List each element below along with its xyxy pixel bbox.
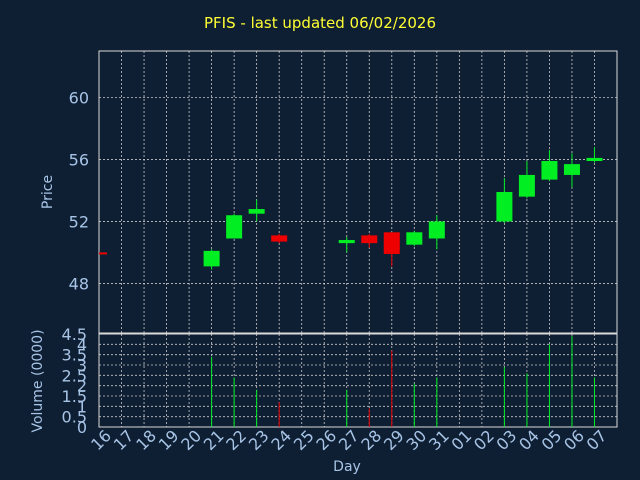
price-tick-label: 52 <box>69 212 89 231</box>
volume-tick-label: 4.5 <box>62 325 87 344</box>
volume-tick-label: 2 <box>77 377 87 396</box>
price-tick-label: 60 <box>69 88 89 107</box>
price-frame <box>98 50 618 334</box>
candle-body <box>541 161 558 180</box>
candle-body <box>203 250 220 267</box>
candle-body <box>248 209 265 214</box>
price-panel: 48 52 56 60 <box>69 50 618 334</box>
candle-body <box>518 174 535 197</box>
candle-body <box>271 235 288 242</box>
price-tick-label: 48 <box>69 274 89 293</box>
chart-title: PFIS - last updated 06/02/2026 <box>204 14 436 32</box>
volume-tick-label: 1 <box>77 397 87 416</box>
volume-tick-label: 3.5 <box>62 346 87 365</box>
price-tick-label: 56 <box>69 150 89 169</box>
candle-body <box>383 232 400 254</box>
candle-body <box>496 192 513 222</box>
volume-tick-label: 4 <box>77 335 87 354</box>
x-axis-label: Day <box>333 459 361 475</box>
candle-body <box>99 252 107 255</box>
volume-panel: 00.511.522.533.544.5 <box>62 325 618 437</box>
candle-body <box>361 235 378 244</box>
price-axis-label: Price <box>40 175 56 209</box>
x-tick-label: 07 <box>583 426 611 454</box>
volume-tick-label: 0 <box>77 418 87 437</box>
candle-body <box>563 164 580 175</box>
candle-body <box>226 215 243 239</box>
volume-tick-label: 2.5 <box>62 366 87 385</box>
candle-body <box>428 221 445 239</box>
candle-body <box>586 157 603 162</box>
volume-axis-label: Volume (0000) <box>30 329 46 432</box>
candle-body <box>406 232 423 245</box>
volume-tick-label: 1.5 <box>62 387 87 406</box>
volume-tick-label: 3 <box>77 356 87 375</box>
volume-frame <box>98 333 618 428</box>
volume-tick-label: 0.5 <box>62 408 87 427</box>
x-axis: 1617181920212223242526272829303101020304… <box>87 426 610 454</box>
candle-body <box>338 240 355 244</box>
